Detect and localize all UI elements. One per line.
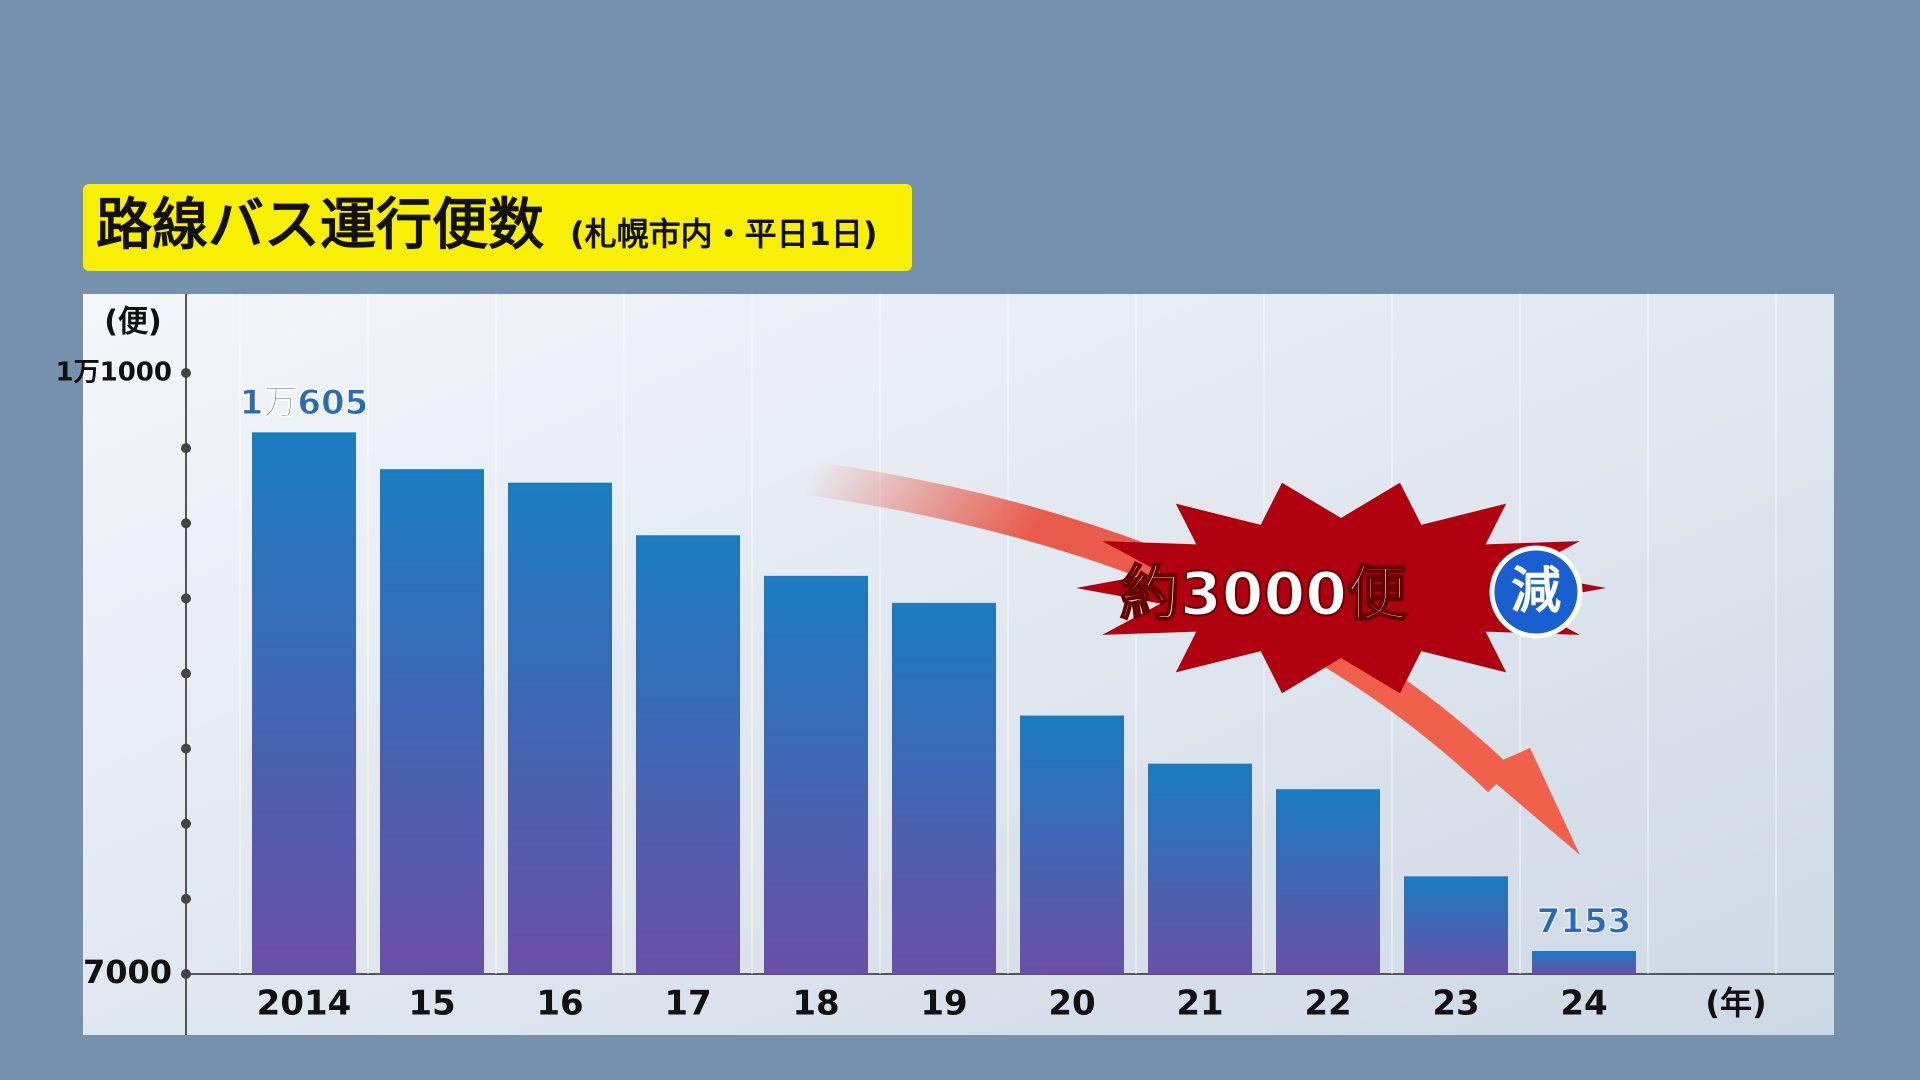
y-tick-label: 1万1000: [56, 358, 172, 388]
x-tick-label: 19: [920, 984, 967, 1024]
bar: [380, 469, 484, 974]
arrow-head: [1480, 748, 1580, 855]
y-unit-label: (便): [104, 305, 161, 340]
x-tick-label: 2014: [257, 984, 352, 1024]
badge: [1489, 545, 1583, 639]
bar: [508, 482, 612, 974]
bar: [892, 602, 996, 974]
bar: [1404, 876, 1508, 974]
x-tick-label: 16: [536, 984, 583, 1024]
x-tick-label: 23: [1432, 984, 1479, 1024]
title-box: [83, 184, 912, 271]
x-tick-label: 21: [1176, 984, 1223, 1024]
y-minor-tick: [181, 893, 191, 904]
chart-title: 路線バス運行便数: [96, 193, 544, 258]
x-tick-label: 18: [792, 984, 839, 1024]
y-tick: [181, 969, 191, 979]
bar: [1020, 715, 1124, 974]
y-minor-tick: [181, 443, 191, 454]
x-tick-label: 20: [1048, 984, 1095, 1024]
x-tick-label: 17: [664, 984, 711, 1024]
x-tick-label: 24: [1560, 984, 1607, 1024]
annotation-badge: 減: [1511, 562, 1561, 620]
y-minor-tick: [181, 518, 191, 529]
bars: [239, 294, 1777, 974]
y-minor-tick: [181, 818, 191, 829]
value-label: 1万605: [240, 383, 369, 423]
chart-subtitle: (札幌市内・平日1日): [570, 215, 878, 253]
y-minor-tick: [181, 593, 191, 604]
y-minor-tick: [181, 743, 191, 754]
x-tick-label: 15: [408, 984, 455, 1024]
y-tick: [181, 368, 191, 378]
bar: [1532, 951, 1636, 974]
x-unit-label: (年): [1705, 984, 1766, 1022]
value-label: 7153: [1537, 902, 1632, 942]
x-tick-label: 22: [1304, 984, 1351, 1024]
y-minor-tick: [181, 668, 191, 679]
bar: [1148, 763, 1252, 974]
burst: [1076, 482, 1606, 694]
annotation: 約3000便: [1120, 560, 1408, 630]
bar: [636, 535, 740, 974]
bar: [764, 575, 868, 974]
y-tick-label: 7000: [83, 953, 172, 991]
bar: [252, 432, 356, 974]
bar: [1276, 789, 1380, 974]
